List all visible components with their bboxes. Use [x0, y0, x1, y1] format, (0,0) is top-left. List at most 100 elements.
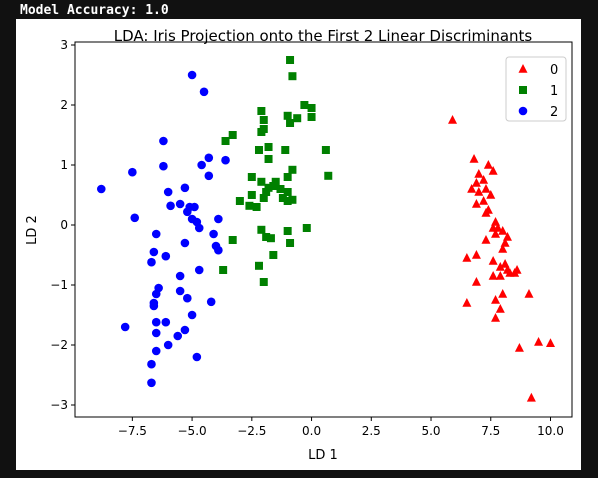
data-point-class-2 — [161, 317, 171, 327]
legend-marker-2 — [518, 106, 528, 116]
data-point-class-1 — [288, 195, 297, 204]
data-point-class-1 — [286, 56, 295, 64]
data-point-class-2 — [130, 213, 140, 223]
data-point-class-2 — [197, 160, 206, 170]
x-tick-label: 0.0 — [302, 424, 321, 438]
data-point-class-0 — [462, 253, 472, 262]
data-point-class-1 — [259, 278, 268, 286]
data-point-class-1 — [221, 137, 230, 145]
data-point-class-1 — [269, 251, 278, 259]
data-point-class-2 — [163, 340, 173, 350]
data-point-class-2 — [149, 301, 159, 311]
data-point-class-2 — [175, 271, 185, 281]
data-point-class-0 — [471, 199, 481, 208]
data-point-class-2 — [120, 322, 130, 332]
data-point-class-2 — [149, 247, 159, 257]
data-point-class-0 — [488, 271, 498, 280]
data-point-class-1 — [271, 177, 280, 186]
data-point-class-1 — [286, 239, 295, 247]
data-point-class-2 — [147, 257, 156, 267]
x-tick-label: −7.5 — [118, 424, 147, 438]
legend-label: 2 — [550, 105, 558, 120]
data-point-class-2 — [161, 251, 171, 261]
data-point-class-1 — [264, 143, 273, 151]
x-tick-label: 7.5 — [481, 424, 500, 438]
data-point-class-2 — [151, 229, 161, 239]
y-tick-label: −3 — [50, 398, 68, 412]
data-point-class-2 — [180, 183, 190, 193]
data-point-class-1 — [286, 119, 295, 127]
data-point-class-2 — [180, 238, 190, 248]
data-point-class-0 — [481, 184, 491, 193]
chart-title: LDA: Iris Projection onto the First 2 Li… — [114, 27, 533, 45]
figure-canvas: LDA: Iris Projection onto the First 2 Li… — [16, 19, 581, 470]
data-point-class-1 — [259, 116, 268, 124]
data-point-class-1 — [257, 128, 266, 136]
data-point-class-2 — [173, 331, 183, 341]
data-point-class-1 — [266, 234, 275, 243]
data-points — [96, 56, 555, 402]
legend-box — [505, 56, 567, 122]
data-point-class-1 — [269, 182, 278, 190]
data-point-class-0 — [495, 304, 505, 313]
legend-label: 1 — [550, 84, 558, 99]
data-point-class-1 — [307, 113, 316, 121]
data-point-class-1 — [259, 194, 268, 202]
data-point-class-0 — [498, 244, 508, 253]
data-point-class-2 — [183, 293, 192, 303]
lda-scatter-chart: LDA: Iris Projection onto the First 2 Li… — [25, 27, 573, 463]
data-point-class-2 — [209, 229, 218, 239]
data-point-class-0 — [462, 298, 472, 307]
data-point-class-0 — [514, 343, 524, 352]
y-tick-label: 2 — [60, 98, 68, 112]
data-point-class-1 — [281, 146, 290, 154]
y-axis: −3 −2 −1 0 1 2 3 — [50, 38, 75, 412]
data-point-class-0 — [483, 160, 493, 169]
data-point-class-0 — [495, 271, 505, 280]
data-point-class-0 — [498, 289, 508, 298]
x-axis-label: LD 1 — [308, 448, 338, 463]
data-point-class-1 — [307, 104, 316, 112]
data-point-class-0 — [488, 256, 498, 265]
data-point-class-2 — [147, 378, 156, 388]
data-point-class-0 — [481, 208, 491, 217]
data-point-class-1 — [257, 225, 266, 234]
data-point-class-2 — [221, 155, 230, 165]
data-point-class-2 — [159, 136, 168, 146]
data-point-class-1 — [283, 188, 292, 196]
data-point-class-0 — [491, 229, 501, 238]
data-point-class-2 — [187, 70, 197, 80]
data-point-class-0 — [488, 166, 498, 175]
data-point-class-0 — [479, 196, 489, 205]
data-point-class-1 — [262, 233, 271, 241]
data-point-class-1 — [247, 173, 256, 181]
data-point-class-2 — [199, 87, 209, 97]
data-point-class-2 — [147, 359, 156, 369]
plot-area — [74, 41, 573, 418]
data-point-class-0 — [534, 337, 544, 346]
data-point-class-1 — [283, 111, 292, 120]
y-axis-label: LD 2 — [25, 215, 40, 245]
data-point-class-0 — [495, 262, 505, 271]
data-point-class-1 — [228, 236, 237, 244]
data-point-class-1 — [278, 194, 287, 202]
data-point-class-2 — [187, 310, 197, 320]
data-point-class-1 — [264, 183, 273, 192]
data-point-class-2 — [190, 202, 199, 212]
data-point-class-2 — [204, 171, 214, 181]
data-point-class-1 — [283, 173, 292, 181]
data-point-class-0 — [448, 115, 458, 124]
data-point-class-0 — [471, 277, 481, 286]
y-tick-label: 1 — [60, 158, 68, 172]
data-point-class-0 — [467, 184, 477, 193]
data-point-class-1 — [283, 197, 292, 205]
legend: 0 1 2 — [505, 56, 567, 122]
data-point-class-0 — [479, 175, 489, 184]
data-point-class-1 — [245, 201, 254, 210]
data-point-class-2 — [175, 286, 185, 296]
data-point-class-2 — [214, 214, 223, 224]
data-point-class-0 — [498, 226, 508, 235]
data-point-class-0 — [526, 392, 536, 402]
x-tick-label: 10.0 — [537, 424, 564, 438]
data-point-class-1 — [300, 101, 309, 109]
